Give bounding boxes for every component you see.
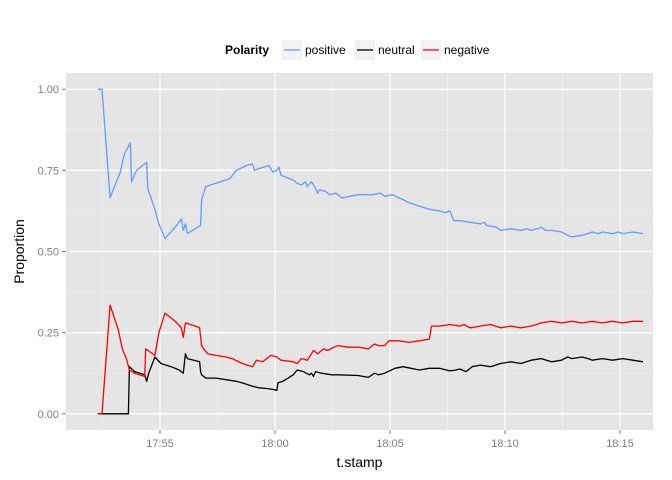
legend: Polarity positive neutral negative	[225, 40, 490, 60]
y-tick-label: 1.00	[38, 84, 59, 96]
x-tick-label: 18:15	[606, 438, 634, 450]
legend-title: Polarity	[225, 43, 269, 57]
series-line-positive	[97, 88, 644, 240]
y-axis-title: Proportion	[11, 219, 27, 284]
legend-label-positive: positive	[305, 43, 346, 57]
x-tick-label: 18:00	[261, 438, 289, 450]
legend-label-neutral: neutral	[378, 43, 415, 57]
y-tick-label: 0.50	[38, 247, 59, 259]
x-axis-title: t.stamp	[337, 454, 383, 470]
x-tick-label: 17:55	[146, 438, 174, 450]
y-tick-label: 0.25	[38, 328, 59, 340]
series-line-neutral	[97, 353, 644, 415]
x-tick-label: 18:10	[491, 438, 519, 450]
series-line-negative	[97, 304, 643, 415]
y-tick-label: 0.75	[38, 165, 59, 177]
x-tick-label: 18:05	[376, 438, 404, 450]
y-tick-label: 0.00	[38, 409, 59, 421]
legend-label-negative: negative	[444, 43, 490, 57]
